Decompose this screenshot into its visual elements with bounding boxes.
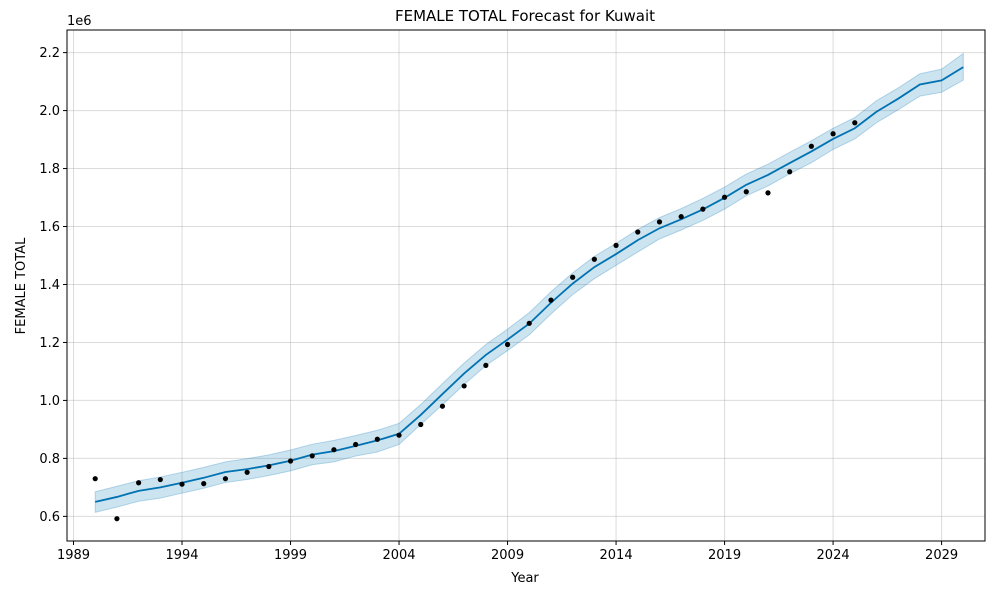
observed-point — [765, 190, 771, 196]
observed-point — [656, 219, 663, 225]
observed-point — [157, 476, 163, 483]
observed-point — [418, 421, 424, 428]
observed-point — [396, 432, 402, 438]
observed-point — [136, 480, 142, 486]
observed-point — [461, 383, 467, 389]
x-tick-label: 2004 — [382, 548, 415, 563]
grid-lines — [67, 30, 985, 541]
y-tick-label: 1.2 — [39, 336, 60, 351]
y-tick-label: 1.4 — [39, 278, 60, 293]
observed-point — [635, 229, 641, 235]
observed-point — [179, 481, 185, 487]
observed-point — [808, 143, 814, 149]
observed-point — [548, 297, 554, 303]
x-tick-label: 2014 — [600, 548, 633, 563]
y-tick-label: 0.8 — [39, 452, 60, 467]
x-axis-ticks: 1989 1994 1999 2004 2009 2014 2019 2024 2029 — [57, 541, 958, 563]
observed-point — [309, 453, 315, 459]
confidence-interval-area — [94, 52, 964, 513]
x-tick-label: 1994 — [165, 548, 198, 563]
y-tick-label: 1.8 — [39, 162, 60, 177]
observed-point — [483, 362, 489, 368]
x-tick-label: 2024 — [817, 548, 850, 563]
observed-point — [743, 189, 749, 195]
observed-point — [244, 469, 250, 475]
observed-point — [374, 436, 380, 442]
observed-point — [504, 341, 511, 348]
confidence-interval-band — [94, 52, 964, 513]
x-tick-label: 2019 — [708, 548, 741, 563]
y-tick-label: 2.0 — [39, 104, 60, 119]
y-axis-offset-label: 1e6 — [67, 14, 92, 29]
observed-point — [353, 441, 359, 448]
observed-point — [92, 476, 98, 482]
observed-point — [787, 169, 793, 175]
observed-point — [222, 476, 229, 482]
observed-point — [331, 447, 337, 453]
y-axis-title: FEMALE TOTAL — [14, 237, 29, 334]
observed-point — [114, 516, 120, 522]
observed-point — [287, 458, 294, 464]
y-axis-ticks: 0.6 0.8 1.0 1.2 1.4 1.6 1.8 2.0 2.2 — [39, 46, 67, 525]
x-tick-label: 2009 — [491, 548, 524, 563]
observed-point — [678, 214, 684, 220]
observed-points — [92, 120, 858, 522]
x-tick-label: 1999 — [274, 548, 307, 563]
observed-point — [852, 120, 858, 126]
observed-point — [700, 206, 706, 212]
observed-point — [830, 131, 836, 137]
y-tick-label: 2.2 — [39, 46, 60, 61]
y-tick-label: 0.6 — [39, 510, 60, 525]
observed-point — [721, 194, 728, 200]
observed-point — [439, 403, 446, 409]
observed-point — [591, 256, 597, 262]
observed-point — [201, 481, 207, 487]
observed-point — [266, 463, 272, 470]
observed-point — [613, 242, 619, 248]
observed-point — [570, 274, 576, 280]
observed-point — [526, 320, 532, 326]
y-tick-label: 1.0 — [39, 394, 60, 409]
plot-frame — [66, 29, 986, 542]
x-tick-label: 2029 — [925, 548, 958, 563]
x-tick-label: 1989 — [57, 548, 90, 563]
chart-title: FEMALE TOTAL Forecast for Kuwait — [395, 7, 655, 25]
x-axis-title: Year — [510, 571, 539, 586]
y-tick-label: 1.6 — [39, 220, 60, 235]
